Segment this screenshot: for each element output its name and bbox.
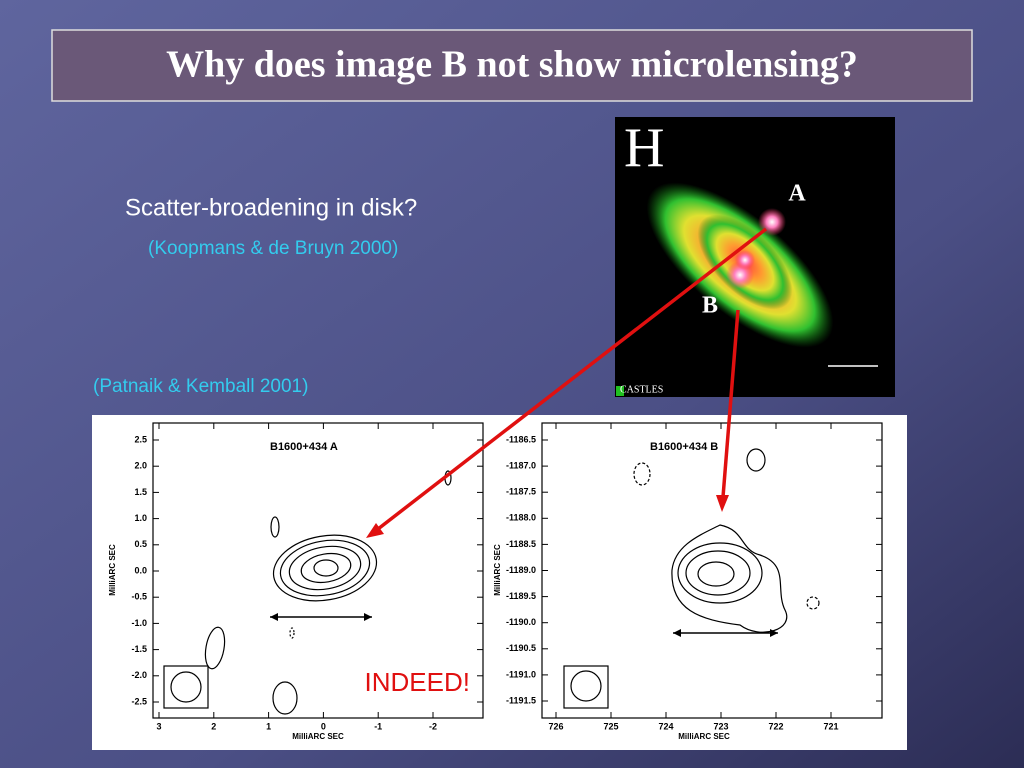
- y-tick-label: -1191.5: [506, 695, 536, 705]
- x-tick-label: 2: [211, 721, 216, 731]
- contours-b: [563, 448, 820, 709]
- y-tick-label: -2.0: [131, 670, 147, 680]
- y-tick-label: -1187.5: [506, 487, 536, 497]
- contours-a: [163, 470, 452, 715]
- image-marker: A: [788, 181, 806, 207]
- lens-image: [615, 117, 895, 397]
- y-tick-label: -1.0: [131, 618, 147, 628]
- y-tick-label: -1189.5: [506, 591, 536, 601]
- y-tick-label: -1190.0: [506, 617, 536, 627]
- y-tick-label: -0.5: [131, 592, 147, 602]
- y-tick-label: -1.5: [131, 644, 147, 654]
- y-tick-label: 2.5: [134, 434, 147, 444]
- image-marker: B: [702, 293, 718, 319]
- x-tick-label: 725: [603, 721, 618, 731]
- x-tick-label: 724: [658, 721, 673, 731]
- y-tick-label: -1186.5: [506, 434, 536, 444]
- plot-title: B1600+434 B: [650, 441, 718, 453]
- y-tick-label: 0.5: [134, 539, 147, 549]
- image-label: H: [624, 117, 664, 179]
- annotation: INDEED!: [365, 667, 470, 697]
- x-tick-label: 722: [768, 721, 783, 731]
- x-axis-label: MilliARC SEC: [678, 732, 730, 741]
- y-tick-label: 1.5: [134, 487, 147, 497]
- y-tick-label: -1189.0: [506, 565, 536, 575]
- x-tick-label: -1: [374, 721, 382, 731]
- plot-title: B1600+434 A: [270, 441, 338, 453]
- x-tick-label: 723: [713, 721, 728, 731]
- citation: (Patnaik & Kemball 2001): [93, 376, 308, 397]
- y-tick-label: 2.0: [134, 461, 147, 471]
- x-tick-label: 3: [156, 721, 161, 731]
- y-tick-label: -1187.0: [506, 460, 536, 470]
- bullet: Scatter-broadening in disk?: [125, 194, 417, 221]
- y-tick-label: -2.5: [131, 696, 147, 706]
- y-axis-label: MilliARC SEC: [493, 544, 502, 596]
- x-tick-label: 0: [321, 721, 326, 731]
- x-tick-label: -2: [429, 721, 437, 731]
- plot-panel: [92, 415, 907, 750]
- plots: B1600+434 A 2.5 2.0 1.5 1.0 0.5 0.0 -0.5 -1.0 -1.…: [108, 422, 883, 741]
- y-axis-label: MilliARC SEC: [108, 544, 117, 596]
- y-tick-label: -1188.5: [506, 539, 536, 549]
- y-tick-label: -1191.0: [506, 669, 536, 679]
- y-tick-label: 0.0: [134, 565, 147, 575]
- x-tick-label: 721: [823, 721, 838, 731]
- x-tick-label: 1: [266, 721, 271, 731]
- y-tick-label: -1190.5: [506, 643, 536, 653]
- citation: (Koopmans & de Bruyn 2000): [148, 238, 398, 259]
- x-axis-label: MilliARC SEC: [292, 732, 344, 741]
- arrows: [366, 227, 768, 538]
- image-credit: CASTLES: [620, 384, 663, 395]
- y-tick-label: 1.0: [134, 513, 147, 523]
- y-tick-label: -1188.0: [506, 513, 536, 523]
- slide-title: Why does image B not show microlensing?: [166, 44, 858, 86]
- x-tick-label: 726: [548, 721, 563, 731]
- title-box: [51, 29, 973, 102]
